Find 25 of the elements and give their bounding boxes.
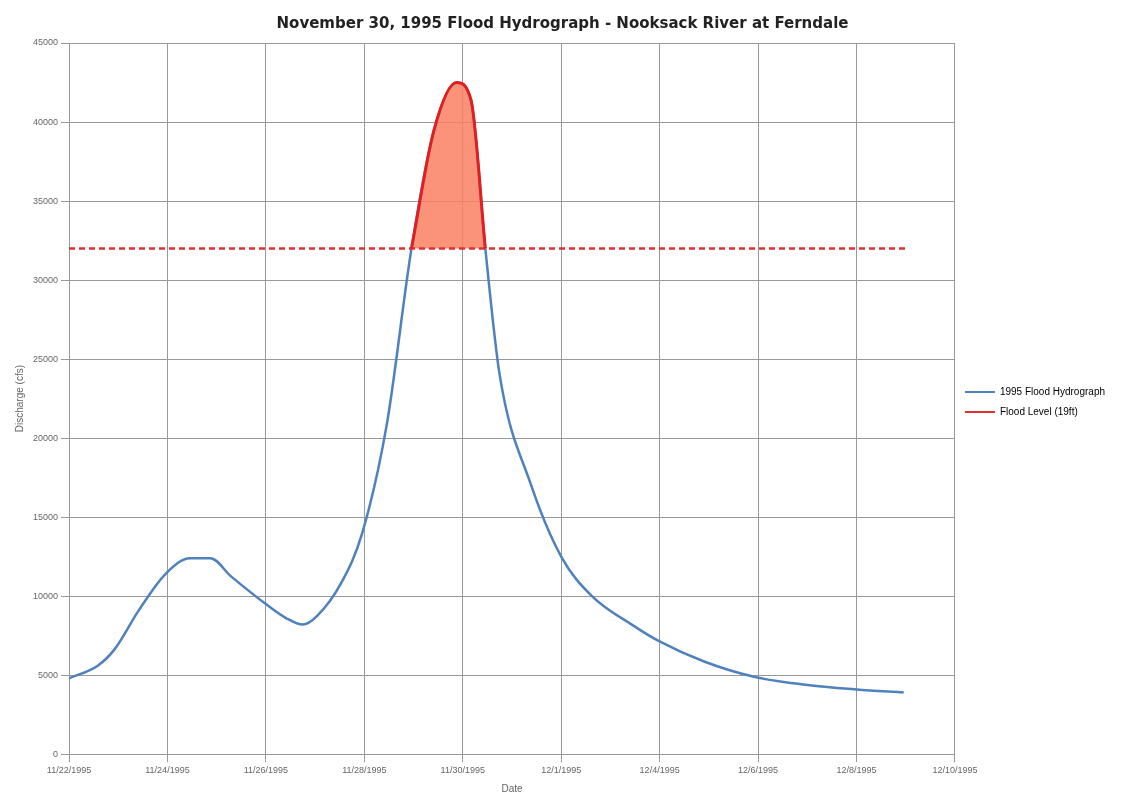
x-tick-label: 12/1/1995 [541, 765, 582, 776]
x-tick-label: 11/24/1995 [145, 765, 190, 776]
y-tick-label: 0 [53, 748, 59, 759]
y-tick-label: 40000 [33, 116, 59, 127]
x-tick-label: 12/4/1995 [639, 765, 680, 776]
y-axis-title: Discharge (cfs) [13, 364, 25, 433]
y-tick-label: 20000 [33, 432, 59, 443]
y-tick-label: 30000 [33, 274, 59, 285]
y-tick-label: 45000 [33, 37, 59, 48]
y-tick-label: 15000 [33, 511, 59, 522]
x-tick-label: 11/28/1995 [342, 765, 387, 776]
y-tick-label: 25000 [33, 353, 59, 364]
chart-title: November 30, 1995 Flood Hydrograph - Nooksack River at Ferndale [276, 13, 849, 32]
y-tick-label: 35000 [33, 195, 59, 206]
x-tick-label: 11/26/1995 [243, 765, 289, 776]
y-tick-label: 10000 [33, 590, 59, 601]
y-tick-label: 5000 [38, 669, 59, 680]
x-tick-label: 12/8/1995 [836, 765, 877, 776]
x-tick-label: 12/10/1995 [932, 765, 978, 776]
legend-label: Flood Level (19ft) [999, 405, 1078, 417]
x-tick-label: 11/30/1995 [440, 765, 485, 776]
legend-label: 1995 Flood Hydrograph [999, 385, 1106, 397]
x-tick-label: 11/22/1995 [46, 765, 92, 776]
x-axis-title: Date [501, 782, 523, 794]
x-tick-label: 12/6/1995 [738, 765, 779, 776]
